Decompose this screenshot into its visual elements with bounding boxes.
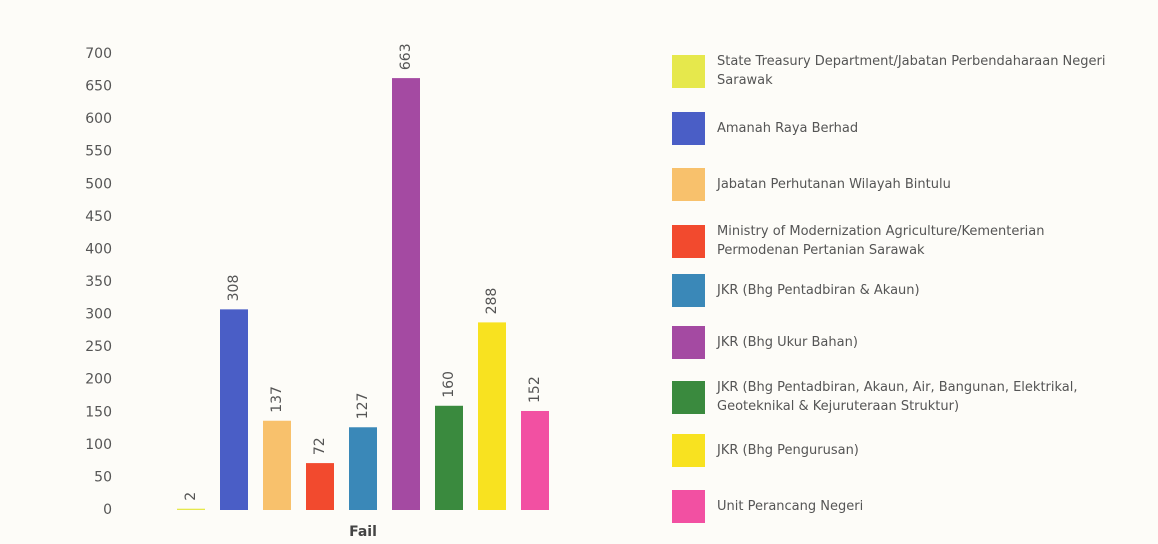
legend-label: Ministry of Modernization Agriculture/Ke… (717, 224, 1045, 258)
y-tick-label: 700 (85, 46, 112, 62)
y-tick-label: 500 (85, 176, 112, 192)
legend-item: Ministry of Modernization Agriculture/Ke… (672, 222, 1142, 260)
value-label: 160 (441, 371, 457, 398)
value-label: 2 (183, 492, 199, 501)
legend-swatch (672, 434, 705, 467)
value-label: 152 (527, 376, 543, 403)
legend-item: JKR (Bhg Pengurusan) (672, 434, 1142, 467)
legend-swatch (672, 54, 705, 88)
bar (306, 463, 334, 510)
y-tick-label: 300 (85, 307, 112, 323)
legend-label: Amanah Raya Berhad (717, 121, 859, 136)
y-tick-label: 0 (103, 502, 112, 518)
legend-swatch (672, 112, 705, 145)
legend-swatch (672, 380, 705, 414)
legend-item: JKR (Bhg Pentadbiran & Akaun) (672, 274, 1142, 307)
value-label: 127 (355, 393, 371, 420)
legend-item: Unit Perancang Negeri (672, 490, 1142, 523)
legend-item: Jabatan Perhutanan Wilayah Bintulu (672, 168, 1142, 201)
bar (478, 322, 506, 510)
y-tick-label: 600 (85, 111, 112, 127)
value-label: 288 (484, 288, 500, 315)
legend-item: JKR (Bhg Ukur Bahan) (672, 326, 1142, 359)
legend-swatch (672, 168, 705, 201)
legend-item: JKR (Bhg Pentadbiran, Akaun, Air, Bangun… (672, 378, 1142, 416)
legend-label: Jabatan Perhutanan Wilayah Bintulu (717, 177, 951, 192)
legend-swatch (672, 490, 705, 523)
legend-swatch (672, 224, 705, 258)
legend-label: State Treasury Department/Jabatan Perben… (717, 54, 1106, 88)
legend-swatch (672, 274, 705, 307)
y-tick-label: 50 (94, 469, 112, 485)
legend-item: State Treasury Department/Jabatan Perben… (672, 52, 1142, 90)
bar (220, 309, 248, 510)
bar (521, 410, 549, 510)
bar (435, 405, 463, 510)
y-tick-label: 200 (85, 372, 112, 388)
chart: Fail 0 50 100 150 200 250 300 350 400 450 500 550 60… (85, 43, 549, 540)
value-label: 308 (226, 275, 242, 302)
y-tick-label: 450 (85, 209, 112, 225)
value-label: 137 (269, 386, 285, 413)
legend-label: JKR (Bhg Pentadbiran & Akaun) (717, 283, 920, 298)
y-tick-label: 400 (85, 241, 112, 257)
x-axis-label: Fail (349, 524, 377, 540)
legend-item: Amanah Raya Berhad (672, 112, 1142, 145)
legend-label: JKR (Bhg Pengurusan) (717, 443, 859, 458)
y-tick-label: 250 (85, 339, 112, 355)
legend-label: Unit Perancang Negeri (717, 499, 864, 514)
bar (349, 427, 377, 510)
bar (392, 78, 420, 511)
y-tick-label: 550 (85, 144, 112, 160)
legend-label: JKR (Bhg Pentadbiran, Akaun, Air, Bangun… (717, 380, 1078, 414)
y-tick-label: 650 (85, 79, 112, 95)
bar (263, 420, 291, 510)
y-tick-label: 350 (85, 274, 112, 290)
value-label: 663 (398, 43, 414, 70)
bar (177, 508, 205, 510)
value-label: 72 (312, 437, 328, 455)
legend-swatch (672, 326, 705, 359)
y-tick-label: 100 (85, 437, 112, 453)
legend-label: JKR (Bhg Ukur Bahan) (717, 335, 858, 350)
y-tick-label: 150 (85, 404, 112, 420)
